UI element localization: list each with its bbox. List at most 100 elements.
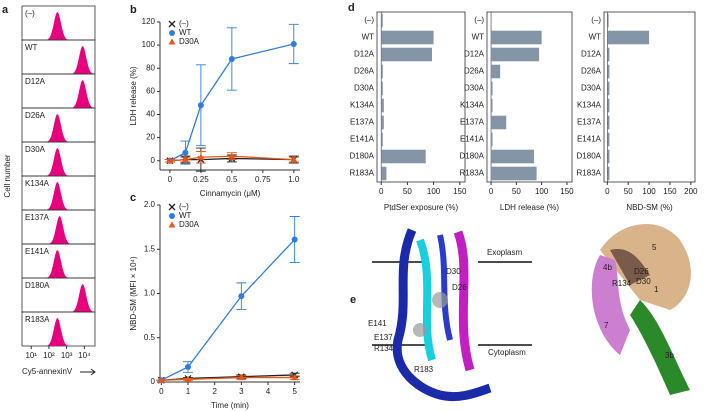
residue-label: 5: [652, 243, 657, 252]
marker: [181, 156, 189, 163]
x-tick-label: 3: [239, 387, 244, 396]
bar: [381, 30, 434, 45]
bar: [381, 81, 383, 96]
x-tick-label: 50: [403, 187, 412, 196]
category-label: R183A: [577, 169, 602, 178]
frame: [486, 11, 573, 183]
legend-label: D30A: [179, 220, 200, 229]
bar: [381, 166, 387, 181]
legend-label: (–): [179, 19, 189, 28]
bar: [491, 98, 493, 113]
marker: [291, 374, 299, 381]
bar: [491, 30, 542, 45]
x-tick-label: 100: [642, 187, 656, 196]
panel-label: d: [348, 2, 355, 14]
row-label: D30A: [25, 145, 46, 154]
marker: [185, 363, 191, 370]
y-tick-label: 2.0: [144, 200, 156, 209]
category-label: E137A: [350, 118, 375, 127]
y-tick-label: 100: [142, 40, 156, 49]
bar: [491, 81, 493, 96]
y-axis-label: NBD-SM (MFI × 10⁴): [129, 256, 138, 331]
x-tick-label: 150: [560, 187, 574, 196]
marker: [291, 236, 298, 243]
x-tick-label: 0: [489, 187, 494, 196]
category-label: WT: [589, 33, 602, 42]
y-tick-label: 1.0: [144, 289, 156, 298]
category-label: D180A: [350, 152, 375, 161]
series-line: [161, 376, 295, 381]
category-label: D12A: [464, 50, 485, 59]
bar: [491, 47, 540, 62]
residue-label: D26: [634, 267, 649, 276]
bar: [491, 166, 537, 181]
histogram: [22, 12, 95, 41]
category-label: E141A: [350, 135, 375, 144]
bar: [381, 64, 383, 79]
category-label: D30A: [464, 84, 485, 93]
category-label: E137A: [577, 118, 602, 127]
category-label: D180A: [577, 152, 602, 161]
bar: [491, 149, 535, 164]
row-label: E137A: [25, 213, 50, 222]
y-tick-label: 80: [146, 63, 155, 72]
histogram: [22, 182, 95, 210]
legend-marker: [168, 221, 176, 228]
marker: [228, 152, 236, 159]
residue-label: E141: [368, 319, 387, 328]
legend-label: WT: [179, 211, 192, 220]
bar: [491, 64, 501, 79]
frame: [376, 11, 466, 183]
x-tick-label: 2: [212, 387, 217, 396]
x-tick-label: 150: [453, 187, 467, 196]
panel-label: b: [130, 4, 137, 16]
histogram: [22, 46, 95, 74]
category-label: E141A: [460, 135, 485, 144]
x-tick-label: 200: [684, 187, 698, 196]
x-tick-label: 100: [427, 187, 441, 196]
residue-label: 3b: [665, 351, 674, 360]
panel-label: e: [350, 294, 356, 306]
y-tick-label: 0.5: [144, 333, 156, 342]
histogram: [22, 216, 95, 244]
bar: [381, 98, 384, 113]
x-axis-label: Cy5-annexinV: [22, 367, 73, 376]
x-tick-label: 10⁴: [78, 351, 91, 360]
x-tick-label: 1.0: [288, 175, 300, 184]
y-tick-label: 60: [146, 86, 155, 95]
category-label: K134A: [460, 101, 485, 110]
bar: [607, 81, 610, 96]
arrow: [80, 368, 96, 376]
marker: [290, 40, 297, 47]
category-label: WT: [362, 33, 375, 42]
bar: [607, 98, 610, 113]
marker: [238, 293, 245, 300]
bar: [381, 115, 384, 130]
panel-label: a: [2, 4, 9, 16]
row-label: D12A: [25, 77, 46, 86]
x-axis-label: NBD-SM (%): [626, 203, 673, 212]
category-label: D12A: [581, 50, 602, 59]
legend-label: WT: [179, 28, 192, 37]
category-label: D26A: [581, 67, 602, 76]
bar: [491, 132, 493, 147]
marker: [182, 149, 189, 156]
y-tick-label: 40: [146, 110, 155, 119]
x-tick-label: 0.75: [255, 175, 271, 184]
legend-marker: [169, 213, 175, 219]
bar: [607, 64, 610, 79]
x-tick-label: 1: [186, 387, 191, 396]
x-tick-label: 0: [605, 187, 610, 196]
structure-art: [372, 223, 691, 402]
residue-label: D26: [452, 283, 467, 292]
legend-marker: [168, 203, 176, 211]
panel-label: c: [130, 192, 136, 204]
x-tick-label: 50: [512, 187, 521, 196]
marker: [290, 156, 298, 163]
legend-marker: [168, 20, 176, 28]
category-label: E137A: [460, 118, 485, 127]
category-label: K134A: [350, 101, 375, 110]
y-axis-label: Cell number: [3, 154, 12, 197]
row-label: K134A: [25, 179, 50, 188]
